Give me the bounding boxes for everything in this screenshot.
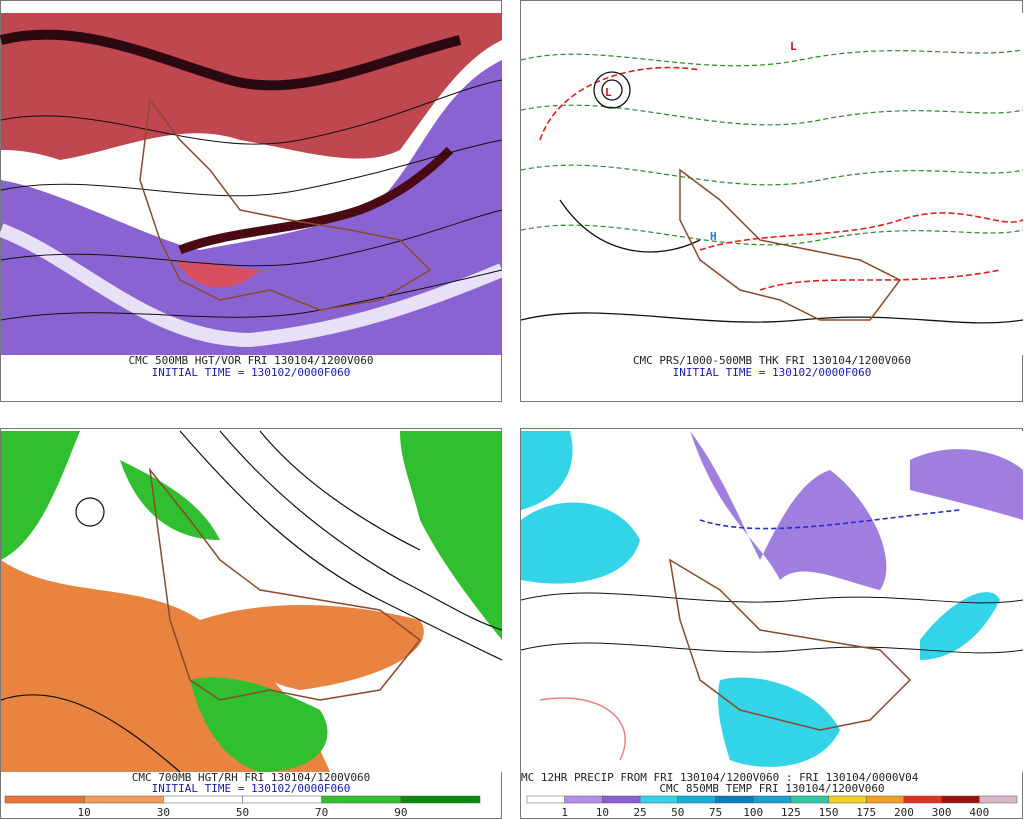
- subcaption: CMC 850MB TEMP FRI 130104/1200V060: [659, 782, 884, 795]
- colorbar-swatch: [602, 795, 641, 804]
- colorbar-label: 30: [157, 806, 170, 819]
- map-precip: [520, 431, 1024, 772]
- colorbar-label: 200: [894, 806, 914, 819]
- colorbar-label: 50: [671, 806, 684, 819]
- colorbar-swatch: [903, 795, 942, 804]
- colorbar-swatch: [979, 795, 1018, 804]
- colorbar-label: 70: [315, 806, 328, 819]
- colorbar-swatch: [752, 795, 792, 804]
- colorbar-label: 25: [633, 806, 646, 819]
- colorbar-label: 10: [596, 806, 609, 819]
- colorbar-label: 90: [394, 806, 407, 819]
- caption: CMC PRS/1000-500MB THK FRI 130104/1200V0…: [633, 354, 911, 367]
- colorbar-swatch: [677, 795, 716, 804]
- colorbars: 10 30 50 70 90 1 10 25 50 75 100 125 150 175 200 300 400: [4, 795, 1018, 819]
- colorbar-label: 150: [819, 806, 839, 819]
- caption: CMC 700MB HGT/RH FRI 130104/1200V060: [132, 771, 370, 784]
- colorbar-swatch: [321, 795, 402, 804]
- colorbar-swatch: [83, 795, 164, 804]
- map-pressure: L L H: [520, 13, 1024, 355]
- colorbar-label: 175: [856, 806, 876, 819]
- subcaption: INITIAL TIME = 130102/0000F060: [152, 782, 351, 795]
- colorbar-swatch: [526, 795, 565, 804]
- colorbar-label: 125: [781, 806, 801, 819]
- colorbar-swatch: [639, 795, 679, 804]
- colorbar-label: 50: [236, 806, 249, 819]
- colorbar-swatch: [865, 795, 905, 804]
- colorbar-swatch: [242, 795, 322, 804]
- map-700mb: [0, 430, 503, 773]
- colorbar-label: 10: [78, 806, 91, 819]
- low-marker: L: [790, 40, 797, 53]
- colorbar-swatch: [400, 795, 481, 804]
- colorbar-swatch: [715, 795, 754, 804]
- colorbar-label: 400: [969, 806, 989, 819]
- colorbar-swatch: [564, 795, 603, 804]
- colorbar-swatch: [163, 795, 243, 804]
- colorbar-swatch: [941, 795, 980, 804]
- colorbar-label: 300: [932, 806, 952, 819]
- colorbar-label: 100: [743, 806, 763, 819]
- subcaption: INITIAL TIME = 130102/0000F060: [673, 366, 872, 379]
- colorbar-swatch: [828, 795, 867, 804]
- high-marker: H: [710, 230, 717, 243]
- colorbar-swatch: [790, 795, 829, 804]
- map-500mb: [0, 13, 505, 355]
- low-marker: L: [605, 86, 612, 99]
- caption: CMC 500MB HGT/VOR FRI 130104/1200V060: [128, 354, 373, 367]
- colorbar-label: 75: [709, 806, 722, 819]
- colorbar-swatch: [4, 795, 85, 804]
- colorbar-label: 1: [561, 806, 568, 819]
- caption: MC 12HR PRECIP FROM FRI 130104/1200V060 …: [521, 771, 919, 784]
- subcaption: INITIAL TIME = 130102/0000F060: [152, 366, 351, 379]
